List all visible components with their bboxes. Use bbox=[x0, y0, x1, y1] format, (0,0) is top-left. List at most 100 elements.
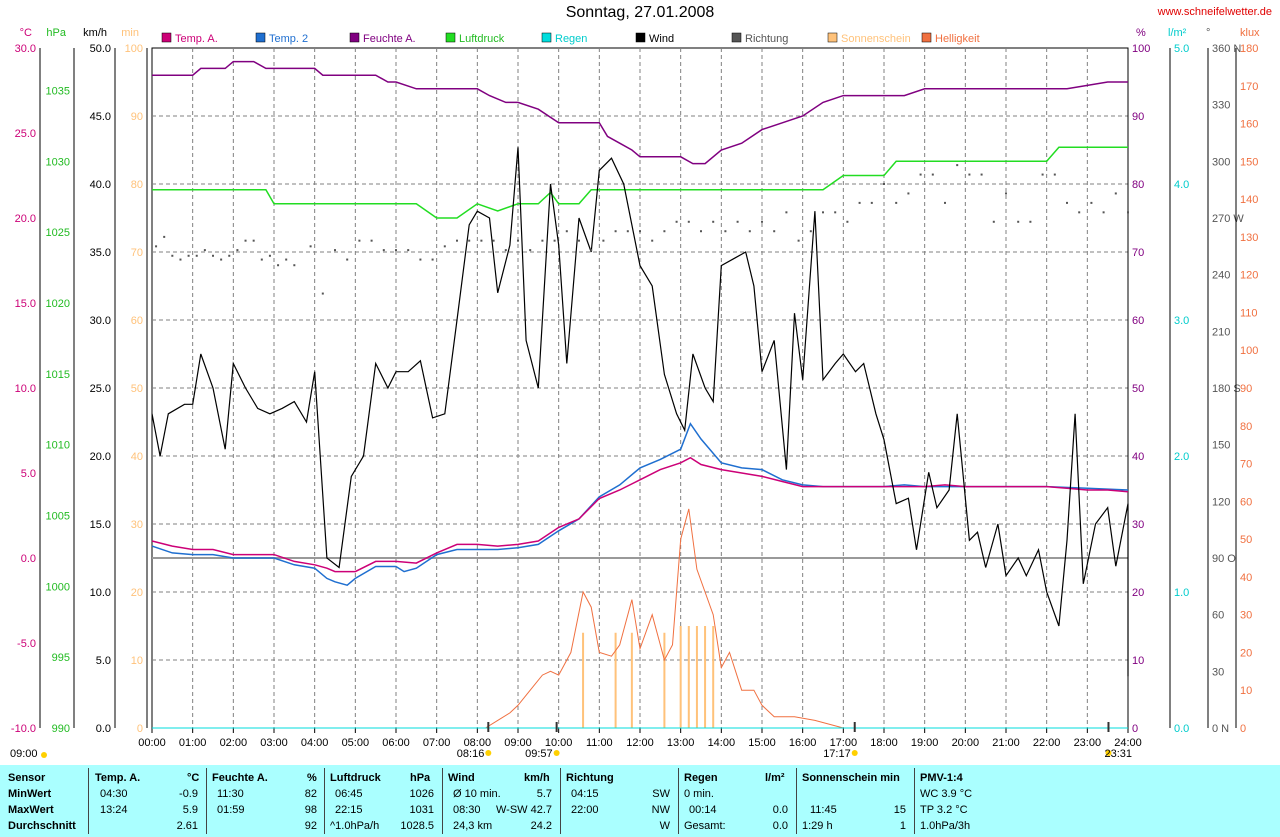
direction-point bbox=[565, 230, 568, 233]
direction-point bbox=[614, 230, 617, 233]
wind-max-direction: W-SW bbox=[496, 804, 528, 816]
time-tick-label: 02:00 bbox=[220, 737, 248, 749]
direction-point bbox=[809, 230, 812, 233]
row-label-avg: Durchschnitt bbox=[8, 820, 76, 832]
humidity-axis-unit: % bbox=[1136, 27, 1146, 39]
brightness-tick-label: 20 bbox=[1240, 647, 1252, 659]
brightness-tick-label: 30 bbox=[1240, 610, 1252, 622]
sunshine-avg-value: 1 bbox=[899, 820, 906, 832]
direction-point bbox=[1029, 220, 1032, 223]
legend-swatch bbox=[349, 32, 360, 43]
pressure-max-time: 22:15 bbox=[335, 804, 363, 816]
direction-point bbox=[195, 254, 198, 257]
direction-point bbox=[712, 220, 715, 223]
direction-point bbox=[171, 254, 174, 257]
humidity-max-time: 01:59 bbox=[217, 804, 245, 816]
direction-avg-value: W bbox=[659, 820, 670, 832]
temp-avg-value: 2.61 bbox=[176, 820, 198, 832]
direction-point bbox=[639, 230, 641, 233]
wind-tick-label: 40.0 bbox=[90, 179, 111, 191]
direction-point bbox=[626, 230, 629, 233]
direction-tick-label: 180 S bbox=[1212, 383, 1241, 395]
temp-axis-unit: °C bbox=[20, 27, 32, 39]
time-tick-label: 12:00 bbox=[626, 737, 654, 749]
wind-tick-label: 35.0 bbox=[90, 247, 111, 259]
brightness-tick-label: 110 bbox=[1240, 307, 1258, 319]
sunshine-tick-label: 50 bbox=[131, 383, 143, 395]
wind-max-value: 42.7 bbox=[530, 804, 552, 816]
rain-total-value: 0.0 bbox=[772, 820, 788, 832]
stats-unit-rain: l/m² bbox=[765, 772, 785, 784]
pressure-min-value: 1026 bbox=[409, 788, 434, 800]
temp-tick-label: -5.0 bbox=[17, 638, 36, 650]
direction-point bbox=[228, 254, 231, 257]
brightness-tick-label: 170 bbox=[1240, 81, 1258, 93]
direction-point bbox=[309, 245, 312, 248]
direction-tick-label: 0 N bbox=[1212, 723, 1229, 735]
stats-header-pmv: PMV-1:4 bbox=[920, 772, 963, 784]
time-tick-label: 04:00 bbox=[301, 737, 329, 749]
temp-tick-label: 25.0 bbox=[15, 128, 36, 140]
humidity-tick-label: 10 bbox=[1132, 655, 1144, 667]
temp-tick-label: 5.0 bbox=[21, 468, 36, 480]
legend-label: Luftdruck bbox=[459, 33, 505, 45]
time-tick-label: 19:00 bbox=[911, 737, 939, 749]
humidity-min-time: 11:30 bbox=[217, 788, 244, 800]
direction-tick-label: 240 bbox=[1212, 270, 1230, 282]
site-url[interactable]: www.schneifelwetter.de bbox=[1157, 6, 1272, 18]
humidity-tick-label: 80 bbox=[1132, 179, 1144, 191]
brightness-tick-label: 80 bbox=[1240, 421, 1252, 433]
wind-distance: 24,3 km bbox=[453, 820, 493, 832]
direction-point bbox=[480, 239, 483, 242]
pressure-tick-label: 1020 bbox=[46, 298, 70, 310]
direction-point bbox=[980, 173, 983, 176]
rain-max-time: 00:14 bbox=[689, 804, 717, 816]
time-tick-label: 21:00 bbox=[992, 737, 1020, 749]
sun-icon bbox=[485, 750, 492, 756]
time-tick-label: 08:00 bbox=[464, 737, 492, 749]
temp-min-value: -0.9 bbox=[179, 788, 198, 800]
rain-tick-label: 5.0 bbox=[1174, 43, 1189, 55]
stats-unit-temp: °C bbox=[187, 772, 200, 784]
pressure-trend: ^1.0hPa/h bbox=[330, 820, 380, 832]
corner-time-label: 09:00 bbox=[10, 748, 38, 760]
brightness-axis-unit: klux bbox=[1240, 27, 1260, 39]
direction-tick-label: 120 bbox=[1212, 496, 1230, 508]
direction-tick-label: 90 O bbox=[1212, 553, 1236, 565]
stats-separator bbox=[796, 768, 797, 834]
temp-max-time: 13:24 bbox=[100, 804, 128, 816]
direction-point bbox=[529, 249, 532, 252]
wind-line bbox=[151, 147, 1129, 677]
time-tick-label: 14:00 bbox=[708, 737, 736, 749]
stats-header-sunshine: Sonnenschein min bbox=[802, 772, 900, 784]
direction-point bbox=[846, 220, 849, 223]
humidity-tick-label: 0 bbox=[1132, 723, 1138, 735]
sunshine-tick-label: 80 bbox=[131, 179, 143, 191]
direction-point bbox=[1041, 173, 1044, 176]
temp-tick-label: 30.0 bbox=[15, 43, 36, 55]
direction-point bbox=[785, 211, 788, 214]
direction-point bbox=[358, 239, 361, 242]
direction-tick-label: 210 bbox=[1212, 326, 1230, 338]
humidity-line bbox=[152, 60, 1128, 165]
direction-point bbox=[321, 292, 324, 295]
humidity-tick-label: 30 bbox=[1132, 519, 1144, 531]
direction-point bbox=[155, 245, 158, 248]
direction-point bbox=[1005, 192, 1007, 195]
time-tick-label: 09:00 bbox=[504, 737, 532, 749]
stats-separator bbox=[88, 768, 89, 834]
direction-point bbox=[236, 249, 239, 252]
legend-label: Feuchte A. bbox=[363, 33, 416, 45]
pressure-tick-label: 1035 bbox=[46, 86, 70, 98]
direction-tick-label: 150 bbox=[1212, 440, 1230, 452]
stats-header-sensor: Sensor bbox=[8, 772, 46, 784]
direction-point bbox=[1017, 220, 1020, 223]
time-tick-label: 13:00 bbox=[667, 737, 695, 749]
temp-tick-label: -10.0 bbox=[11, 723, 36, 735]
sunshine-tick-label: 20 bbox=[131, 587, 143, 599]
sunshine-tick-label: 10 bbox=[131, 655, 143, 667]
direction-point bbox=[431, 258, 434, 261]
stats-header-wind: Wind bbox=[448, 772, 475, 784]
direction-point bbox=[736, 220, 739, 223]
direction-point bbox=[504, 249, 507, 252]
